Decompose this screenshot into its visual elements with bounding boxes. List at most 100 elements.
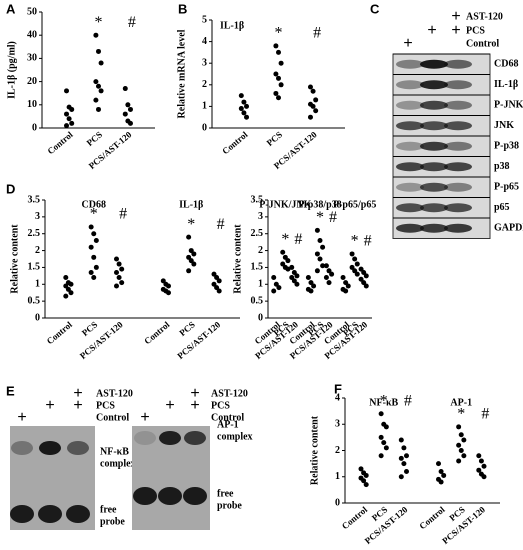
y-tick-label: 1 [202, 101, 207, 112]
gel-band [184, 431, 206, 445]
dot [285, 258, 291, 264]
significance-mark: # [313, 25, 321, 42]
dot [91, 275, 97, 281]
dot [310, 88, 316, 94]
panel-label: E [6, 383, 15, 398]
dot [273, 281, 279, 287]
blot-band [420, 100, 448, 110]
treatment-sign: + [403, 35, 412, 52]
blot-band [396, 100, 424, 110]
dot [93, 32, 99, 38]
blot-band [396, 203, 424, 213]
dot [307, 84, 313, 90]
treatment-sign: + [427, 22, 436, 39]
dot [363, 482, 369, 488]
dot [276, 75, 281, 81]
y-tick-label: 0 [32, 122, 37, 133]
dot [314, 227, 320, 233]
y-tick-label: 40 [27, 29, 37, 40]
dot [383, 445, 389, 451]
blot-band [396, 121, 424, 131]
gel-label: complex [100, 458, 136, 469]
dot [116, 261, 122, 267]
gel-label: probe [217, 500, 242, 511]
gel-band [38, 505, 62, 523]
dot [119, 280, 125, 286]
y-tick-label: 1.5 [28, 262, 41, 273]
dot [114, 269, 119, 275]
significance-mark: * [316, 209, 324, 226]
y-tick-label: 1 [35, 279, 40, 290]
group-label: P-JNK/JNK [259, 199, 311, 210]
gel-band [159, 431, 181, 445]
blot-band [444, 59, 472, 69]
treatment-label: Control [96, 412, 129, 423]
treatment-sign: + [451, 22, 460, 39]
band-label: IL-1β [494, 79, 518, 90]
dot [276, 285, 282, 291]
dot [69, 120, 75, 126]
dot [285, 266, 291, 272]
dot [216, 278, 222, 284]
dot [88, 224, 94, 230]
dot [186, 268, 192, 274]
dot [291, 278, 297, 284]
gel-band [10, 505, 34, 523]
dot [88, 244, 94, 250]
treatment-sign: + [73, 385, 82, 402]
gel-band [158, 487, 182, 505]
blot-band [444, 141, 472, 151]
treatment-label: Control [466, 38, 499, 49]
y-tick-label: 0.5 [251, 295, 264, 306]
dot [291, 269, 297, 275]
dot [238, 93, 244, 99]
y-tick-label: 0 [258, 312, 263, 323]
treatment-sign: + [451, 8, 460, 25]
y-axis-label: Relative content [9, 224, 20, 294]
dot [160, 278, 166, 284]
dot [326, 280, 332, 286]
dot [271, 288, 277, 294]
significance-mark: * [351, 233, 359, 250]
dot [65, 286, 71, 292]
dot [378, 411, 384, 417]
y-tick-label: 0 [35, 312, 40, 323]
dot [456, 442, 462, 448]
dot [458, 448, 464, 453]
dot [273, 90, 279, 96]
blot-band [444, 223, 472, 233]
band-label: JNK [494, 120, 514, 131]
dot [191, 261, 197, 267]
treatment-label: AST-120 [466, 11, 503, 22]
gel-label: complex [217, 431, 253, 442]
blot-band [420, 182, 448, 192]
blot-band [444, 162, 472, 172]
dot [320, 263, 326, 269]
dot [313, 108, 319, 114]
blot-band [396, 182, 424, 192]
band-label: CD68 [494, 59, 518, 70]
dot [91, 231, 97, 237]
significance-mark: * [90, 206, 98, 223]
treatment-sign: + [190, 385, 199, 402]
dot [63, 283, 69, 289]
y-tick-label: 2.5 [251, 228, 264, 239]
dot [244, 114, 250, 120]
blot-band [444, 182, 472, 192]
y-axis-label: Relative mRNA level [176, 29, 187, 118]
dot [278, 60, 284, 66]
treatment-label: PCS [211, 400, 230, 411]
blot-band [420, 223, 448, 233]
blot-band [396, 141, 424, 151]
significance-mark: # [128, 14, 136, 31]
dot [125, 102, 131, 108]
dot [438, 469, 444, 474]
dot [166, 283, 171, 289]
dot [404, 469, 409, 474]
panel-label: A [6, 1, 16, 16]
y-axis-label: IL-1β (pg/ml) [6, 41, 17, 99]
dot [96, 106, 101, 112]
dot [329, 271, 335, 277]
significance-mark: * [281, 231, 289, 248]
dot [476, 467, 482, 473]
